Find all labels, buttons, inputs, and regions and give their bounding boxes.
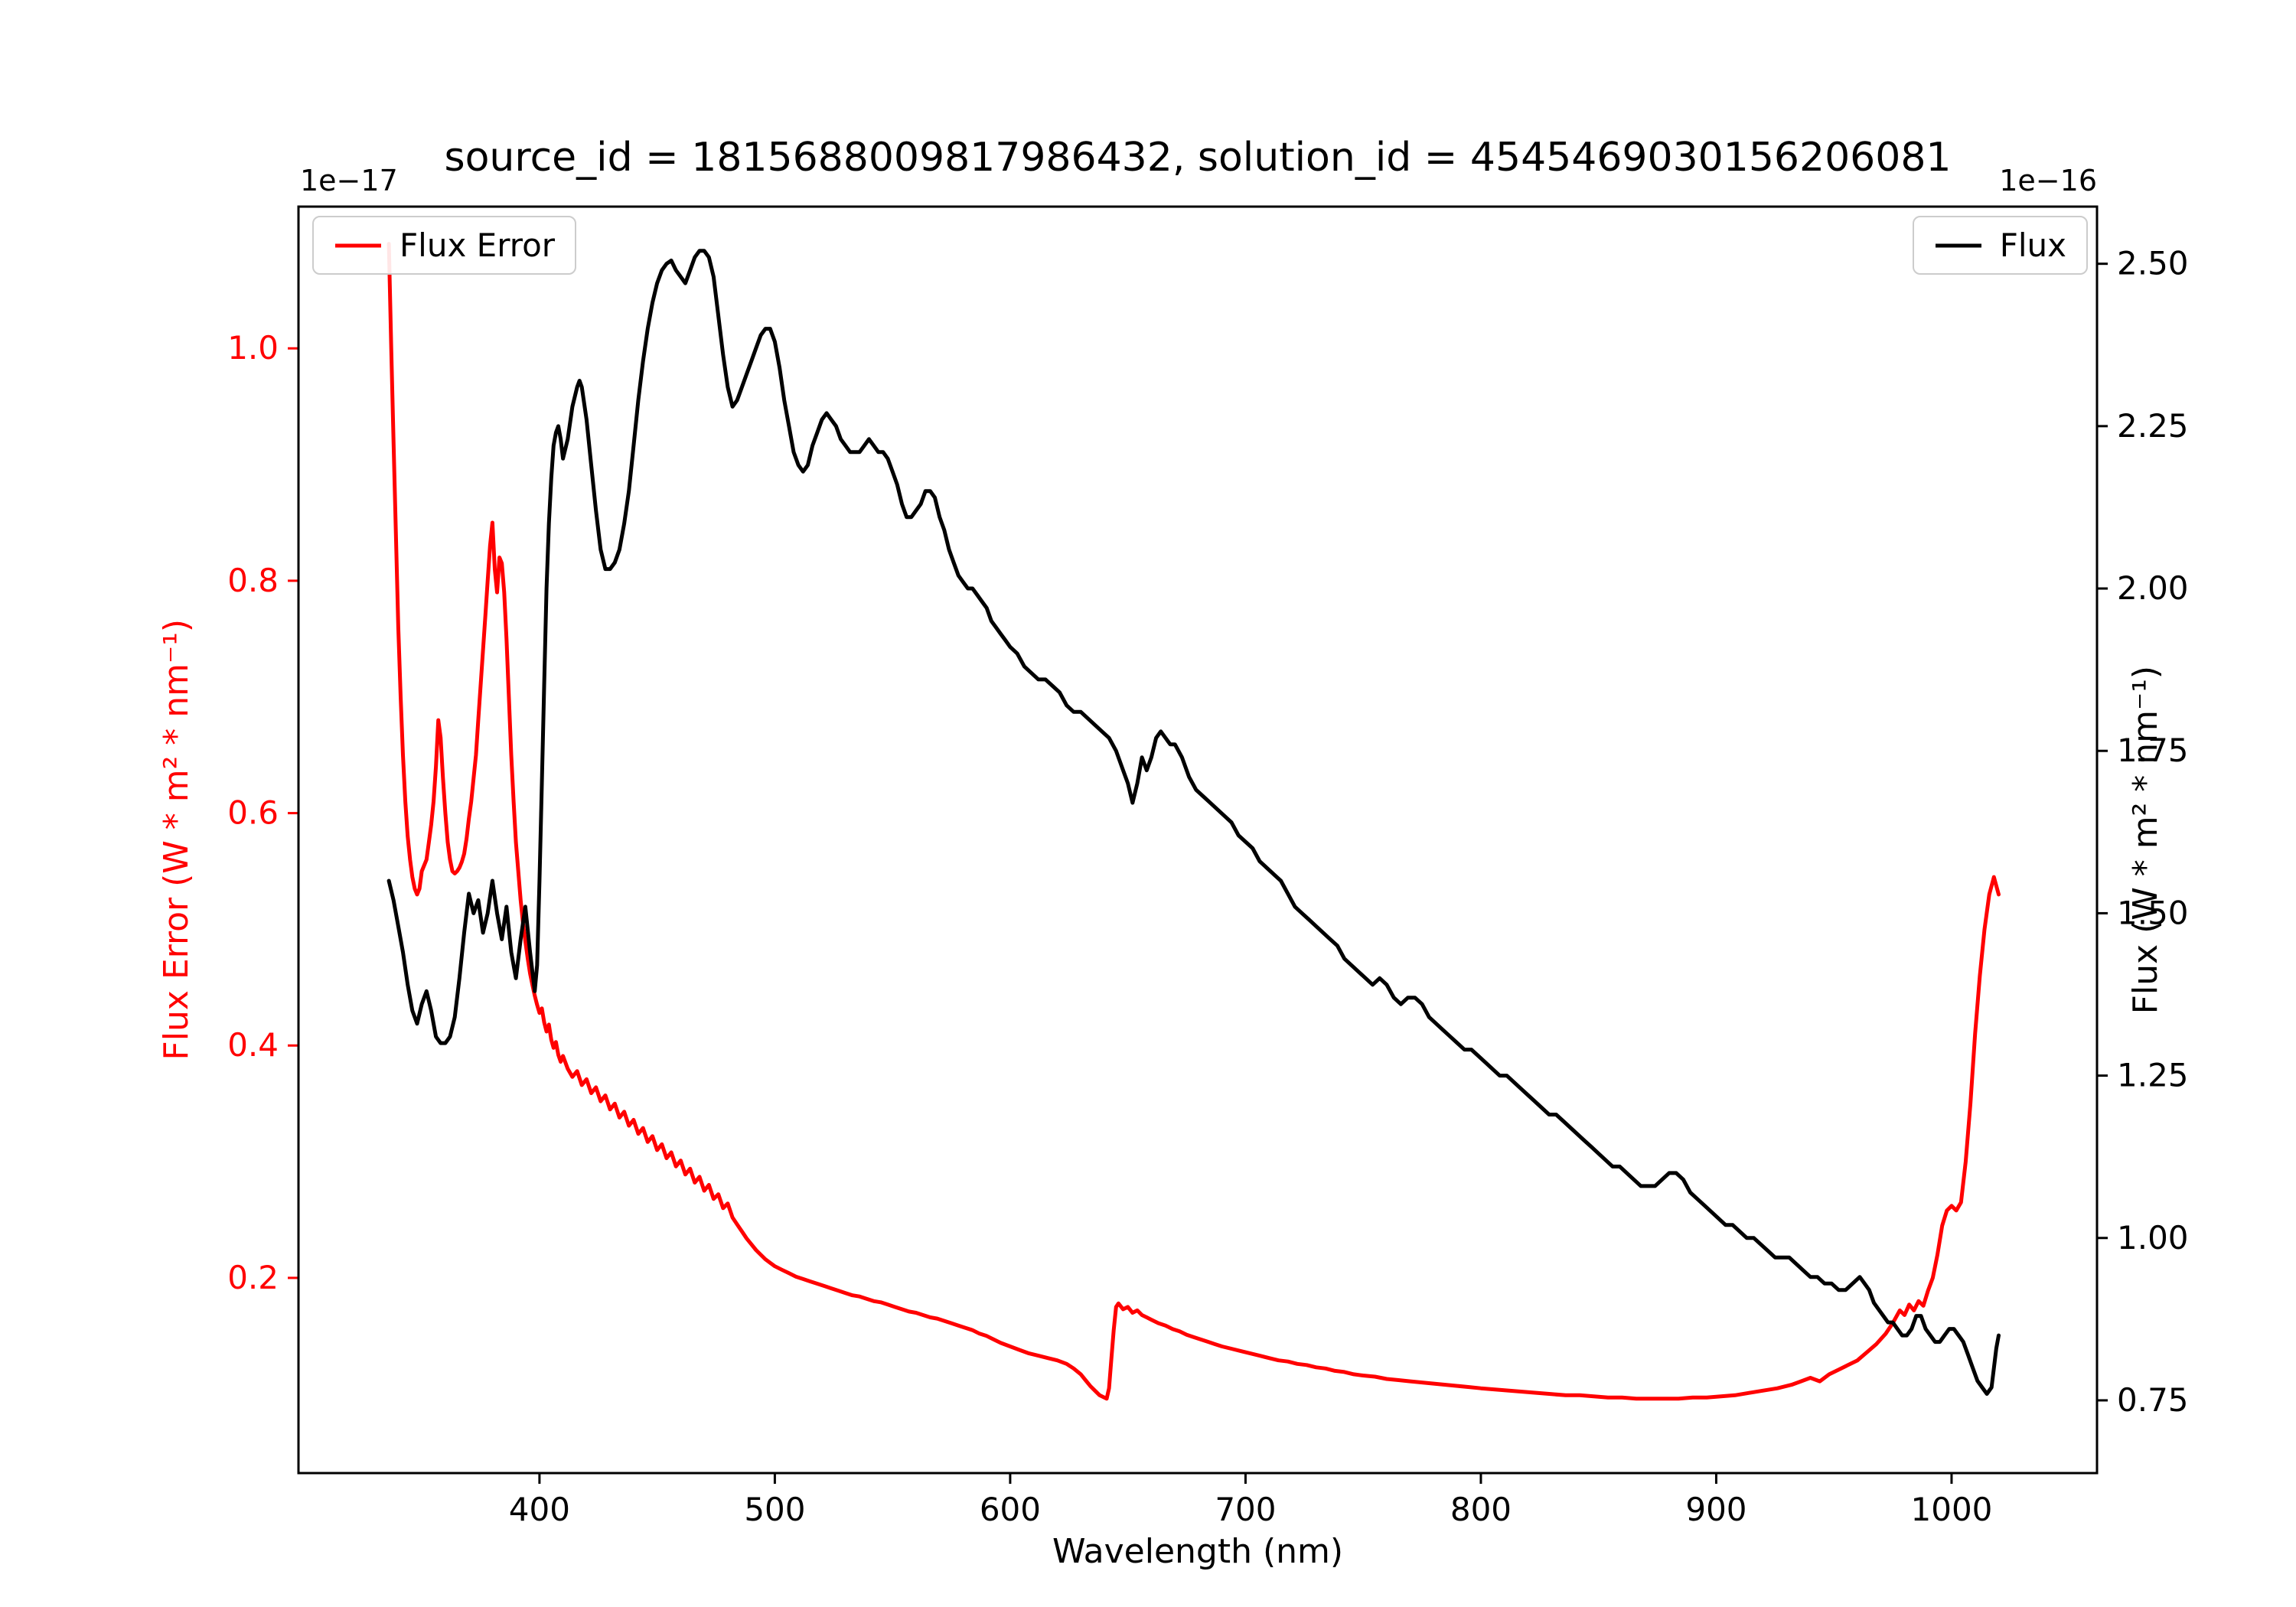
svg-text:900: 900 — [1685, 1491, 1746, 1528]
flux-legend: Flux — [1912, 216, 2088, 275]
svg-text:1.50: 1.50 — [2117, 894, 2189, 931]
x-axis-label: Wavelength (nm) — [1052, 1532, 1344, 1571]
chart-title: source_id = 1815688009817986432, solutio… — [444, 135, 1952, 181]
flux-error-legend: Flux Error — [312, 216, 577, 275]
svg-text:2.00: 2.00 — [2117, 569, 2189, 607]
svg-text:0.8: 0.8 — [227, 562, 279, 599]
svg-text:1.00: 1.00 — [2117, 1219, 2189, 1257]
svg-text:700: 700 — [1215, 1491, 1276, 1528]
plot-frame — [297, 205, 2099, 1475]
flux-line — [386, 249, 2001, 1396]
svg-text:1.25: 1.25 — [2117, 1057, 2189, 1094]
svg-text:0.4: 0.4 — [227, 1026, 279, 1064]
svg-text:0.75: 0.75 — [2117, 1381, 2189, 1419]
svg-text:800: 800 — [1450, 1491, 1512, 1528]
right-y-axis-ticks: 0.75 1.00 1.25 1.50 1.75 2.00 2.25 2.50 — [2097, 245, 2189, 1419]
left-y-axis-ticks: 0.2 0.4 0.6 0.8 1.0 — [227, 329, 298, 1296]
x-axis-ticks: 400 500 600 700 800 900 1000 — [509, 1473, 1993, 1528]
svg-text:1.75: 1.75 — [2117, 732, 2189, 769]
flux-legend-swatch — [1935, 243, 1981, 247]
svg-text:500: 500 — [744, 1491, 805, 1528]
svg-text:1.0: 1.0 — [227, 329, 279, 367]
flux-error-legend-swatch — [335, 243, 381, 247]
svg-text:0.6: 0.6 — [227, 794, 279, 832]
svg-text:0.2: 0.2 — [227, 1259, 279, 1296]
svg-text:2.25: 2.25 — [2117, 407, 2189, 445]
flux-error-line — [386, 242, 2001, 1401]
svg-text:400: 400 — [509, 1491, 570, 1528]
svg-text:1000: 1000 — [1911, 1491, 1993, 1528]
svg-text:600: 600 — [980, 1491, 1041, 1528]
svg-text:2.50: 2.50 — [2117, 245, 2189, 282]
flux-error-legend-label: Flux Error — [400, 227, 556, 264]
flux-legend-label: Flux — [1999, 227, 2066, 264]
right-axis-offset-text: 1e−16 — [1999, 164, 2097, 197]
left-axis-offset-text: 1e−17 — [300, 164, 398, 197]
